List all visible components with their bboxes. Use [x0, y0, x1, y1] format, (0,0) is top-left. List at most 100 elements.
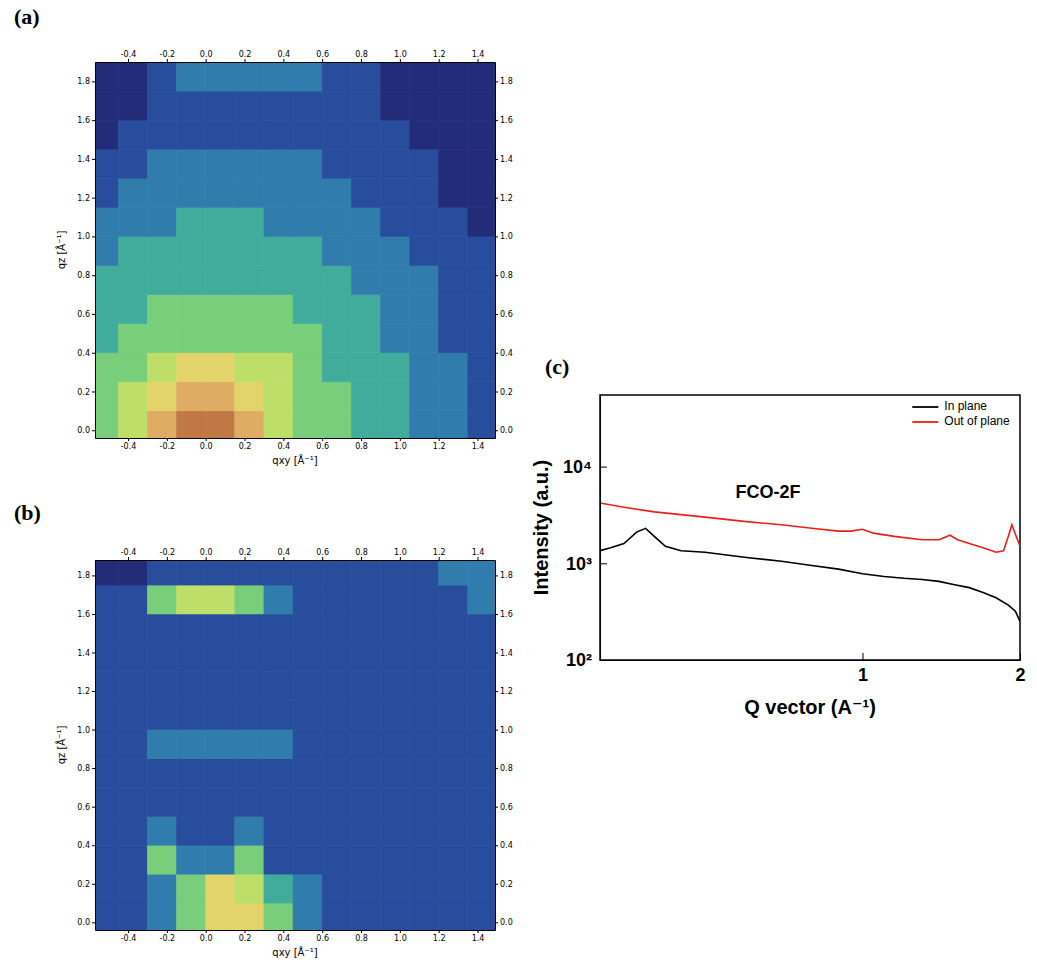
y-axis-right-tick-mark [495, 575, 498, 576]
plot-lines [600, 503, 1020, 621]
x-axis-tick-label: 0.2 [239, 934, 252, 943]
intensity-cell [206, 903, 235, 930]
y-axis-right-tick-label: 1.4 [500, 155, 513, 164]
intensity-cell [380, 730, 409, 759]
x-axis-tick-label: 0.4 [277, 442, 290, 451]
intensity-cell [177, 120, 206, 149]
intensity-cell [439, 236, 468, 265]
y-axis-tick: 1.6 [77, 610, 95, 619]
y-axis-tick: 1.0 [77, 726, 95, 735]
intensity-cell [410, 353, 439, 382]
y-axis-tick-mark [92, 391, 95, 392]
y-axis-title: qz [Å⁻¹] [55, 231, 67, 270]
intensity-cell [264, 207, 293, 236]
intensity-cell [147, 903, 176, 930]
intensity-cell [322, 787, 351, 816]
y-axis-tick-mark [92, 236, 95, 237]
intensity-cell [439, 874, 468, 903]
intensity-cell [235, 266, 264, 295]
intensity-cell [264, 178, 293, 207]
intensity-cell [206, 643, 235, 672]
x-axis-top-tick-mark [439, 59, 440, 62]
x-axis-top-tick-mark [400, 557, 401, 560]
intensity-cell [380, 560, 409, 585]
x-axis-tick-label: 1.4 [472, 442, 485, 451]
x-axis: -0.4-0.20.00.20.40.60.81.01.21.4 [96, 438, 496, 451]
y-axis-tick-mark [92, 81, 95, 82]
y-axis-tick-mark [92, 922, 95, 923]
intensity-cell [439, 643, 468, 672]
x-axis-tick: 0.6 [316, 438, 329, 451]
intensity-cell [293, 874, 322, 903]
x-axis-top-tick-label: -0.2 [160, 50, 176, 59]
intensity-cell [264, 266, 293, 295]
intensity-cell [206, 560, 235, 585]
y-axis-tick-label: 0.0 [77, 426, 90, 435]
intensity-cell [351, 643, 380, 672]
intensity-cell [410, 758, 439, 787]
y-axis-right-tick-label: 1.6 [500, 116, 513, 125]
intensity-cell [206, 845, 235, 874]
intensity-cell [118, 816, 147, 845]
x-axis-tick-label: 0.6 [316, 934, 329, 943]
intensity-cell [235, 845, 264, 874]
y-axis-right-tick-label: 1.2 [500, 687, 513, 696]
intensity-cell [410, 266, 439, 295]
intensity-cell [95, 758, 118, 787]
intensity-cell [293, 62, 322, 91]
x-axis-top-tick: 1.4 [472, 50, 485, 62]
intensity-cell [147, 874, 176, 903]
y-axis-tick-label: 0.6 [77, 310, 90, 319]
intensity-cell [235, 672, 264, 701]
plot-frame [600, 395, 1020, 660]
intensity-cell [118, 903, 147, 930]
y-axis-right-tick-label: 0.6 [500, 310, 513, 319]
intensity-cell [439, 614, 468, 643]
legend-label: Out of plane [944, 414, 1010, 428]
intensity-cell [206, 324, 235, 353]
intensity-cell [468, 614, 495, 643]
intensity-cell [235, 324, 264, 353]
y-axis-tick: 1.6 [77, 116, 95, 125]
intensity-cell [95, 324, 118, 353]
intensity-cell [322, 411, 351, 438]
x-axis-tick-label: 1.2 [433, 442, 446, 451]
x-axis-tick-mark [478, 438, 479, 441]
intensity-cell [264, 903, 293, 930]
x-axis-tick-mark [400, 930, 401, 933]
intensity-cell [322, 295, 351, 324]
y-axis-right-tick-label: 0.2 [500, 880, 513, 889]
intensity-cell [235, 382, 264, 411]
intensity-cell [206, 787, 235, 816]
intensity-cell [235, 874, 264, 903]
intensity-cell [380, 845, 409, 874]
intensity-cell [380, 787, 409, 816]
intensity-cell [147, 62, 176, 91]
x-axis-tick-mark [478, 930, 479, 933]
legend-item: In plane [912, 399, 987, 413]
intensity-cell [380, 266, 409, 295]
y-axis-title: Intensity (a.u.) [530, 460, 552, 596]
x-axis-top-tick: -0.4 [121, 50, 137, 62]
intensity-cell [264, 411, 293, 438]
x-axis-tick: 1.2 [433, 930, 446, 943]
y-axis-tick-label: 1.4 [77, 649, 90, 658]
intensity-cell [118, 672, 147, 701]
y-axis-right-tick: 1.8 [495, 571, 513, 580]
legend: In planeOut of plane [912, 399, 1010, 428]
intensity-cell [177, 62, 206, 91]
intensity-cell [95, 701, 118, 730]
intensity-cell [410, 585, 439, 614]
intensity-cell [95, 585, 118, 614]
intensity-cell [380, 903, 409, 930]
x-axis-top-tick-label: 1.4 [472, 548, 485, 557]
x-axis-top-tick-mark [167, 59, 168, 62]
intensity-cell [410, 382, 439, 411]
y-axis-right-tick-mark [495, 884, 498, 885]
x-axis-tick-mark [1020, 653, 1021, 660]
intensity-cell [235, 295, 264, 324]
intensity-cell [95, 236, 118, 265]
panel-letter: (c) [545, 354, 569, 379]
intensity-cell [147, 585, 176, 614]
intensity-cell [468, 266, 495, 295]
